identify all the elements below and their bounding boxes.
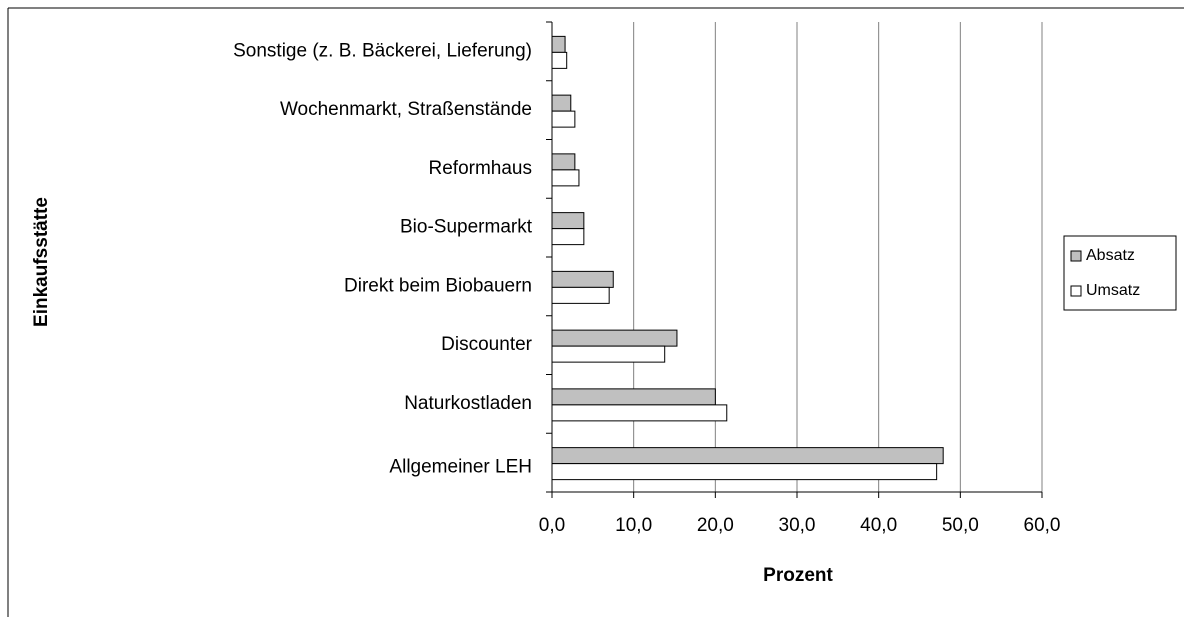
bar: [551, 286, 610, 304]
bar: [551, 212, 585, 230]
y-tick-label: Naturkostladen: [404, 393, 532, 414]
x-tick-label: 50,0: [942, 515, 979, 536]
x-tick-label: 60,0: [1024, 515, 1061, 536]
legend-swatch: [1070, 285, 1082, 297]
bar: [551, 169, 580, 187]
bar: [551, 404, 728, 422]
bar: [551, 447, 944, 465]
y-tick-label: Allgemeiner LEH: [389, 457, 532, 478]
y-tick-label: Reformhaus: [429, 158, 533, 179]
x-tick-label: 0,0: [539, 515, 565, 536]
y-tick-label: Sonstige (z. B. Bäckerei, Lieferung): [233, 40, 532, 61]
bar: [551, 388, 716, 406]
x-tick-label: 20,0: [697, 515, 734, 536]
x-axis-title: Prozent: [763, 565, 833, 586]
y-axis-title: Einkaufsstätte: [31, 197, 52, 327]
y-tick-label: Discounter: [441, 334, 532, 355]
y-tick-label: Bio-Supermarkt: [400, 217, 533, 238]
bar: [551, 153, 576, 171]
legend-label: Umsatz: [1086, 282, 1140, 299]
legend-label: Absatz: [1086, 247, 1135, 264]
bar: [551, 228, 585, 246]
legend: [1063, 235, 1177, 311]
bar: [551, 110, 576, 128]
bar: [551, 270, 614, 288]
y-tick-label: Direkt beim Biobauern: [344, 275, 532, 296]
y-tick-label: Wochenmarkt, Straßenstände: [280, 99, 532, 120]
x-tick-label: 40,0: [860, 515, 897, 536]
bar: [551, 329, 678, 347]
x-tick-label: 30,0: [779, 515, 816, 536]
bar: [551, 463, 938, 481]
legend-swatch: [1070, 250, 1082, 262]
bar: [551, 35, 566, 53]
bar: [551, 345, 666, 363]
bar: [551, 51, 568, 69]
x-tick-label: 10,0: [615, 515, 652, 536]
bar: [551, 94, 572, 112]
